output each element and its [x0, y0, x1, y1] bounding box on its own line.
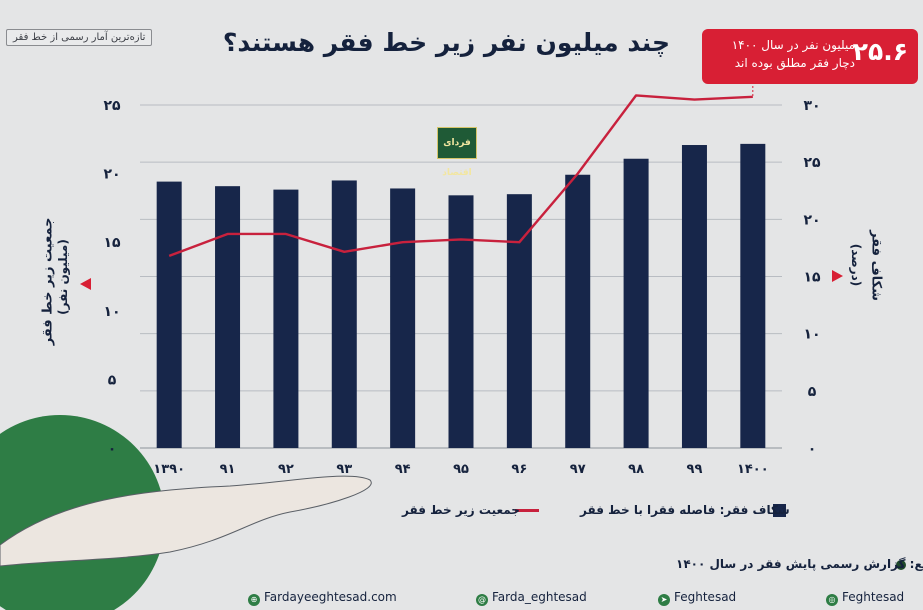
header-tag: تازه‌ترین آمار رسمی از خط فقر: [6, 29, 153, 46]
x-tick-label: ۹۷: [570, 462, 586, 477]
left-tick-label: ۲۵: [103, 98, 121, 114]
bar: [506, 194, 532, 448]
legend-bar-swatch: [773, 504, 786, 517]
website-url: Fardayeeghtesad.com: [264, 590, 397, 604]
legend-line-label: جمعیت زیر خط فقر: [402, 503, 520, 517]
hand-illustration: [0, 475, 372, 567]
right-tick-label: ۱۰: [803, 327, 820, 343]
left-axis-unit: (میلیون نفر): [56, 239, 70, 315]
right-tick-label: ۲۰: [803, 212, 820, 228]
footer-twitter[interactable]: @ Farda_eghtesad: [476, 590, 587, 606]
bar: [565, 174, 591, 448]
x-tick-label: ۹۵: [453, 462, 469, 477]
bars-layer: [156, 143, 766, 449]
twitter-handle: Farda_eghtesad: [492, 590, 587, 604]
left-tick-label: ۱۰: [103, 304, 120, 320]
left-tick-label: ۰: [108, 441, 117, 457]
legend-bar-label: شکاف فقر: فاصله فقرا با خط فقر: [580, 503, 790, 517]
bar: [623, 158, 649, 448]
x-tick-label: ۹۹: [687, 462, 703, 477]
telegram-handle: Feghtesad: [674, 590, 737, 604]
instagram-handle: Feghtesad: [842, 590, 905, 604]
right-tick-label: ۵: [808, 384, 817, 400]
left-tick-labels: ۰ ۵ ۱۰ ۱۵ ۲۰ ۲۵: [103, 98, 121, 457]
chart-title: چند میلیون نفر زیر خط فقر هستند؟: [222, 28, 670, 57]
callout-value: ۲۵.۶: [852, 37, 908, 66]
bar: [156, 181, 182, 448]
bar: [215, 186, 241, 448]
callout-text: میلیون نفر در سال ۱۴۰۰ دچار فقر مطلق بود…: [731, 38, 855, 70]
left-tick-label: ۱۵: [103, 235, 121, 251]
right-tick-labels: ۰ ۵ ۱۰ ۱۵ ۲۰ ۲۵ ۳۰: [803, 98, 821, 457]
footer-website[interactable]: ⊕ Fardayeeghtesad.com: [248, 590, 397, 606]
right-tick-label: ۰: [808, 441, 817, 457]
bar: [273, 189, 299, 448]
x-tick-labels: ۱۳۹۰ ۹۱ ۹۲ ۹۳ ۹۴ ۹۵ ۹۶ ۹۷ ۹۸ ۹۹ ۱۴۰۰: [153, 462, 768, 477]
brand-logo: فردای اقتصاد: [437, 127, 477, 178]
telegram-icon: ➤: [658, 594, 670, 606]
left-axis-arrow: [80, 278, 91, 290]
callout-box: ۲۵.۶ میلیون نفر در سال ۱۴۰۰ دچار فقر مطل…: [702, 29, 918, 84]
footer-telegram[interactable]: ➤ Feghtesad: [658, 590, 736, 606]
right-tick-label: ۱۵: [803, 270, 821, 286]
left-axis-title: جمعیت زیر خط فقر: [40, 217, 56, 346]
bar: [681, 145, 707, 448]
source-bullet: [896, 560, 906, 570]
chart-extras: [80, 86, 843, 290]
bar: [390, 188, 416, 449]
x-tick-label: ۱۴۰۰: [737, 462, 769, 477]
bar: [448, 195, 474, 448]
globe-icon: ⊕: [248, 594, 260, 606]
right-axis-title: شکاف فقر: [868, 230, 884, 301]
source-note: منبع: گزارش رسمی پایش فقر در سال ۱۴۰۰: [676, 557, 923, 571]
decoration-layer: [0, 415, 372, 610]
left-tick-label: ۲۰: [103, 167, 120, 183]
right-axis-arrow: [832, 270, 843, 282]
at-icon: @: [476, 594, 488, 606]
x-tick-label: ۹۶: [511, 462, 527, 477]
x-tick-label: ۹۴: [395, 462, 411, 477]
right-tick-label: ۳۰: [803, 98, 820, 114]
footer-instagram[interactable]: ◎ Feghtesad: [826, 590, 904, 606]
x-tick-label: ۹۱: [220, 462, 236, 477]
x-tick-label: ۹۲: [278, 462, 294, 477]
bar: [740, 143, 766, 448]
left-tick-label: ۵: [108, 372, 117, 388]
instagram-icon: ◎: [826, 594, 838, 606]
x-tick-label: ۱۳۹۰: [153, 462, 185, 477]
line-layer: [168, 94, 753, 258]
right-axis-unit: (درصد): [849, 243, 863, 287]
x-tick-label: ۹۸: [628, 462, 644, 477]
right-tick-label: ۲۵: [803, 155, 821, 171]
bar: [331, 180, 357, 448]
x-tick-label: ۹۳: [336, 462, 352, 477]
legend-line-swatch: [515, 509, 539, 512]
